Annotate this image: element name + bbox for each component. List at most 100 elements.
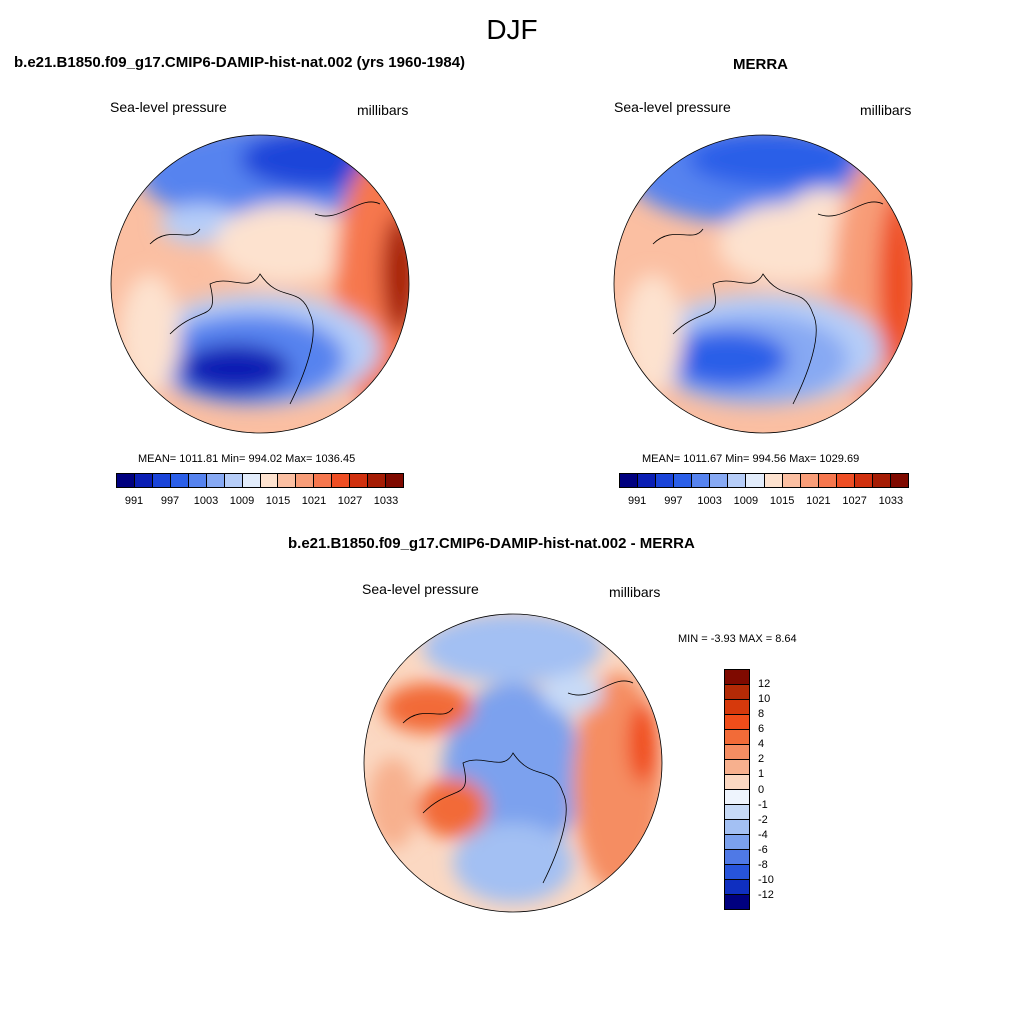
panel1-units-label: millibars	[357, 102, 409, 118]
colorbar-swatch	[800, 474, 819, 487]
colorbar-swatch	[725, 880, 749, 895]
panel3-title: b.e21.B1850.f09_g17.CMIP6-DAMIP-hist-nat…	[288, 535, 695, 552]
colorbar-swatch	[692, 474, 711, 487]
panel2-units-label: millibars	[860, 102, 912, 118]
colorbar-tick-label: 4	[758, 738, 765, 751]
panel2-colorbar	[619, 473, 909, 488]
colorbar-tick-label: 1015	[265, 495, 291, 507]
colorbar-swatch	[746, 474, 765, 487]
colorbar-swatch	[725, 895, 749, 909]
panel1-colorbar-ticks: 991 997 1003 1009 1015 1021 1027 1033	[116, 495, 404, 509]
colorbar-swatch	[725, 805, 749, 820]
colorbar-swatch	[725, 730, 749, 745]
colorbar-tick-label: -10	[758, 873, 774, 886]
colorbar-tick-label: 1009	[733, 495, 759, 507]
panel3-polar-map	[363, 613, 663, 913]
figure-title: DJF	[486, 14, 538, 45]
colorbar-tick-label: -4	[758, 828, 768, 841]
colorbar-tick-label: 10	[758, 693, 771, 706]
panel3-colorbar-ticks: 12 10 8 6 4 2 1 0 -1 -2 -4 -6 -8 -10 -12	[758, 669, 788, 910]
panel2-colorbar-ticks: 991 997 1003 1009 1015 1021 1027 1033	[619, 495, 909, 509]
colorbar-swatch	[725, 850, 749, 865]
colorbar-swatch	[674, 474, 693, 487]
panel3-stats: MIN = -3.93 MAX = 8.64	[678, 633, 797, 645]
colorbar-swatch	[872, 474, 891, 487]
colorbar-swatch	[710, 474, 729, 487]
colorbar-tick-label: -12	[758, 888, 774, 901]
colorbar-tick-label: -6	[758, 843, 768, 856]
colorbar-tick-label: 0	[758, 783, 765, 796]
colorbar-tick-label: 12	[758, 678, 771, 691]
colorbar-tick-label: 1033	[878, 495, 904, 507]
colorbar-swatch	[656, 474, 675, 487]
colorbar-swatch	[725, 745, 749, 760]
colorbar-swatch	[728, 474, 747, 487]
colorbar-swatch	[890, 474, 908, 487]
colorbar-tick-label: 6	[758, 723, 765, 736]
colorbar-tick-label: 1009	[229, 495, 255, 507]
colorbar-tick-label: 1	[758, 768, 765, 781]
colorbar-tick-label: 8	[758, 708, 765, 721]
colorbar-tick-label: 1033	[373, 495, 399, 507]
colorbar-swatch	[725, 775, 749, 790]
colorbar-swatch	[134, 474, 153, 487]
colorbar-tick-label: 1021	[301, 495, 327, 507]
panel1-colorbar	[116, 473, 404, 488]
colorbar-swatch	[260, 474, 279, 487]
colorbar-swatch	[206, 474, 225, 487]
colorbar-swatch	[368, 474, 387, 487]
colorbar-swatch	[725, 670, 749, 685]
colorbar-swatch	[152, 474, 171, 487]
panel2-variable-label: Sea-level pressure	[614, 99, 731, 115]
panel1-stats: MEAN= 1011.81 Min= 994.02 Max= 1036.45	[138, 453, 356, 465]
colorbar-tick-label: 1015	[769, 495, 795, 507]
colorbar-swatch	[117, 474, 135, 487]
colorbar-swatch	[836, 474, 855, 487]
colorbar-tick-label: 1021	[806, 495, 831, 507]
panel3-colorbar	[724, 669, 750, 910]
colorbar-swatch	[188, 474, 207, 487]
colorbar-tick-label: 1027	[842, 495, 867, 507]
panel1-polar-map	[110, 134, 410, 434]
panel2-title: MERRA	[733, 56, 788, 73]
colorbar-swatch	[386, 474, 403, 487]
colorbar-swatch	[725, 760, 749, 775]
panel3-variable-label: Sea-level pressure	[362, 581, 479, 597]
colorbar-tick-label: 1003	[697, 495, 722, 507]
colorbar-tick-label: 997	[664, 495, 683, 507]
colorbar-tick-label: -1	[758, 798, 768, 811]
colorbar-swatch	[170, 474, 189, 487]
colorbar-swatch	[725, 820, 749, 835]
colorbar-swatch	[725, 865, 749, 880]
colorbar-swatch	[782, 474, 801, 487]
colorbar-swatch	[242, 474, 261, 487]
colorbar-swatch	[854, 474, 873, 487]
panel2-stats: MEAN= 1011.67 Min= 994.56 Max= 1029.69	[642, 453, 860, 465]
panel3-units-label: millibars	[609, 584, 661, 600]
colorbar-swatch	[296, 474, 315, 487]
colorbar-swatch	[764, 474, 783, 487]
colorbar-swatch	[278, 474, 297, 487]
colorbar-swatch	[332, 474, 351, 487]
colorbar-swatch	[620, 474, 639, 487]
colorbar-swatch	[725, 685, 749, 700]
colorbar-swatch	[224, 474, 243, 487]
colorbar-tick-label: -2	[758, 813, 768, 826]
colorbar-swatch	[725, 700, 749, 715]
colorbar-swatch	[350, 474, 369, 487]
panel1-variable-label: Sea-level pressure	[110, 99, 227, 115]
colorbar-tick-label: 1003	[193, 495, 219, 507]
colorbar-swatch	[725, 790, 749, 805]
colorbar-tick-label: 2	[758, 753, 765, 766]
colorbar-tick-label: -8	[758, 858, 768, 871]
colorbar-swatch	[638, 474, 657, 487]
colorbar-swatch	[725, 835, 749, 850]
colorbar-swatch	[314, 474, 333, 487]
colorbar-swatch	[818, 474, 837, 487]
panel2-polar-map	[613, 134, 913, 434]
colorbar-tick-label: 991	[627, 495, 647, 507]
panel1-title: b.e21.B1850.f09_g17.CMIP6-DAMIP-hist-nat…	[14, 54, 466, 71]
colorbar-swatch	[725, 715, 749, 730]
colorbar-tick-label: 1027	[337, 495, 363, 507]
colorbar-tick-label: 991	[124, 495, 144, 507]
